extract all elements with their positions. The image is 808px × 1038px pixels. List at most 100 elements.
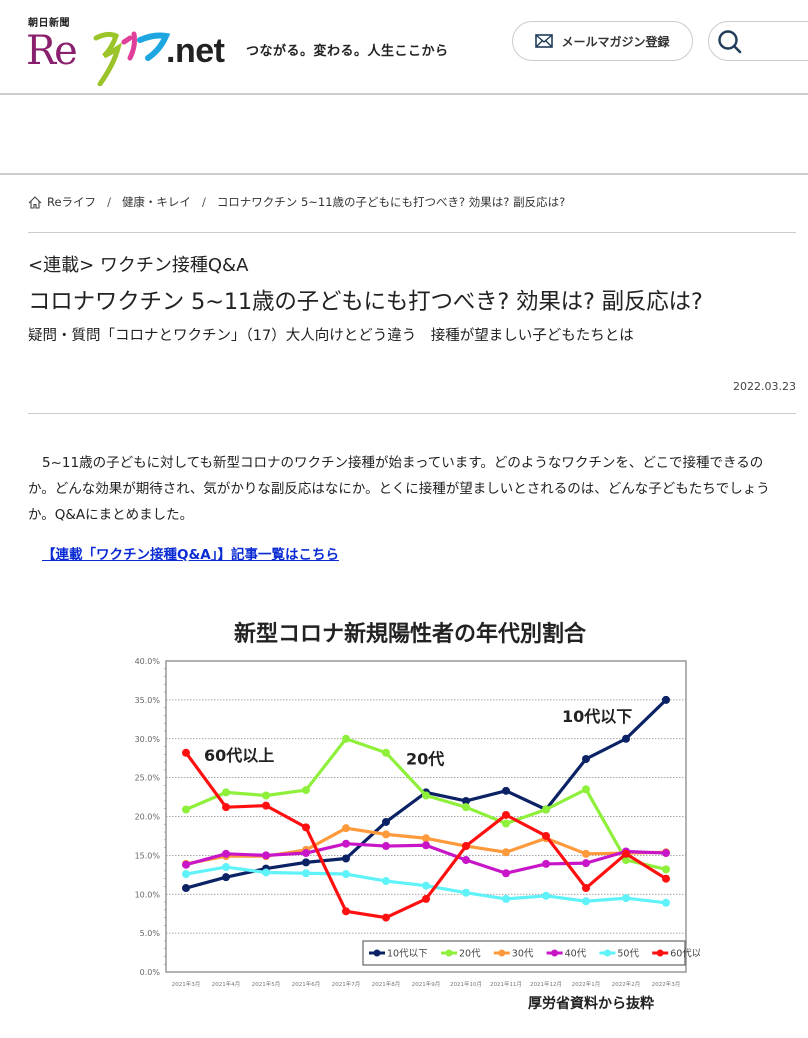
chart-title: 新型コロナ新規陽性者の年代別割合 <box>234 621 587 647</box>
data-point <box>422 791 430 800</box>
data-point <box>502 819 510 828</box>
newspaper-name: 朝日新聞 <box>28 18 70 29</box>
data-point <box>582 884 590 893</box>
series-annotation: 60代以上 <box>204 746 274 765</box>
y-tick-label: 35.0% <box>135 696 161 705</box>
y-tick-label: 20.0% <box>135 813 161 822</box>
divider <box>28 413 796 414</box>
data-point <box>342 907 350 916</box>
x-tick-label: 2021年10月 <box>450 980 482 988</box>
legend-entry: 30代 <box>512 949 534 960</box>
data-point <box>302 869 310 878</box>
breadcrumb: Reライフ / 健康・キレイ / コロナワクチン 5~11歳の子どもにも打つべき… <box>28 194 565 210</box>
data-point <box>542 805 550 814</box>
breadcrumb-category[interactable]: 健康・キレイ <box>121 195 191 209</box>
ad-space <box>0 95 808 175</box>
article-subtitle: 疑問・質問「コロナとワクチン」（17）大人向けとどう違う 接種が望ましい子どもた… <box>28 328 634 344</box>
search-button[interactable] <box>708 21 808 61</box>
data-point <box>622 856 630 865</box>
x-tick-label: 2022年1月 <box>572 980 601 988</box>
tagline: つながる。変わる。人生ここから <box>246 44 449 59</box>
data-point <box>342 824 350 833</box>
x-tick-label: 2021年11月 <box>490 980 522 988</box>
x-tick-label: 2022年3月 <box>652 980 681 988</box>
data-point <box>502 786 510 795</box>
data-point <box>542 891 550 900</box>
logo-raifu-brush-icon <box>93 31 171 86</box>
data-point <box>302 786 310 795</box>
data-point <box>422 841 430 850</box>
y-tick-label: 5.0% <box>140 929 161 938</box>
home-icon <box>28 195 42 209</box>
logo-net: .net <box>166 32 225 70</box>
article-lead: 5~11歳の子どもに対しても新型コロナのワクチン接種が始まっています。どのような… <box>28 455 770 523</box>
data-point <box>542 859 550 868</box>
data-point <box>222 788 230 797</box>
data-point <box>222 803 230 812</box>
data-point <box>502 848 510 857</box>
data-point <box>222 849 230 858</box>
data-point <box>382 748 390 757</box>
data-point <box>342 839 350 848</box>
x-tick-label: 2021年3月 <box>172 980 201 988</box>
data-point <box>262 791 270 800</box>
data-point <box>382 817 390 826</box>
data-point <box>462 856 470 865</box>
y-tick-label: 30.0% <box>135 735 161 744</box>
breadcrumb-separator: / <box>107 195 111 209</box>
newsletter-signup-button[interactable]: メールマガジン登録 <box>512 21 693 61</box>
data-point <box>222 863 230 872</box>
data-point <box>302 823 310 832</box>
x-tick-label: 2021年4月 <box>212 980 241 988</box>
data-point <box>342 734 350 743</box>
site-logo[interactable]: 朝日新聞 Re .net <box>26 14 236 88</box>
newsletter-signup-label: メールマガジン登録 <box>561 34 670 49</box>
data-point <box>382 877 390 886</box>
x-tick-label: 2022年2月 <box>612 980 641 988</box>
data-point <box>182 884 190 893</box>
x-tick-label: 2021年12月 <box>530 980 562 988</box>
data-point <box>422 834 430 843</box>
age-group-ratio-chart: 新型コロナ新規陽性者の年代別割合 0.0% 5.0% 10.0% 15.0% 20.0% 2… <box>120 605 712 1025</box>
logo-re: Re <box>26 28 78 74</box>
data-point <box>302 858 310 867</box>
legend-entry: 60代以上 <box>670 949 700 960</box>
breadcrumb-home[interactable]: Reライフ <box>28 194 96 210</box>
series-annotation: 10代以下 <box>562 707 632 726</box>
series-label: <連載> ワクチン接種Q&A <box>28 255 249 276</box>
legend-entry: 10代以下 <box>387 949 428 960</box>
breadcrumb-separator: / <box>201 195 206 209</box>
breadcrumb-current: コロナワクチン 5~11歳の子どもにも打つべき? 効果は? 副反応は? <box>216 195 566 209</box>
site-header: 朝日新聞 Re .net つながる。変わる。人生ここから メールマガジン登録 <box>0 0 808 95</box>
data-point <box>182 805 190 814</box>
data-point <box>462 796 470 805</box>
x-tick-label: 2021年6月 <box>292 980 321 988</box>
x-tick-label: 2021年9月 <box>412 980 441 988</box>
legend-entry: 50代 <box>617 949 639 960</box>
data-point <box>662 865 670 874</box>
data-point <box>542 831 550 840</box>
x-tick-label: 2021年5月 <box>252 980 281 988</box>
data-point <box>502 869 510 878</box>
data-point <box>582 785 590 794</box>
x-tick-label: 2021年8月 <box>372 980 401 988</box>
y-tick-label: 40.0% <box>135 657 161 666</box>
line-chart: 新型コロナ新規陽性者の年代別割合 0.0% 5.0% 10.0% 15.0% 20.0% 2… <box>135 621 712 1012</box>
series-article-list-link[interactable]: 【連載「ワクチン接種Q&A」】記事一覧はこちら <box>42 547 339 563</box>
data-point <box>622 734 630 743</box>
data-point <box>582 849 590 858</box>
divider <box>28 232 796 233</box>
legend-entry: 40代 <box>565 949 587 960</box>
data-point <box>302 849 310 858</box>
data-point <box>262 801 270 810</box>
data-point <box>622 894 630 903</box>
article-title: コロナワクチン 5~11歳の子どもにも打つべき? 効果は? 副反応は? <box>28 289 703 315</box>
y-tick-label: 0.0% <box>140 968 161 977</box>
data-point <box>262 868 270 877</box>
breadcrumb-home-label: Reライフ <box>47 195 97 209</box>
legend-entry: 20代 <box>459 949 481 960</box>
publish-date: 2022.03.23 <box>733 380 796 393</box>
data-point <box>462 803 470 812</box>
data-point <box>382 913 390 922</box>
chart-legend <box>362 940 686 966</box>
